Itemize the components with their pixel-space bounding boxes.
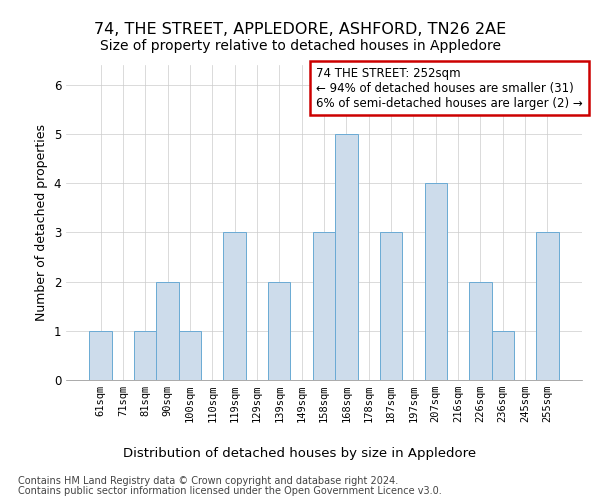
Bar	[425, 183, 447, 380]
Bar	[223, 232, 246, 380]
Bar	[134, 331, 157, 380]
Bar	[157, 282, 179, 380]
Text: 74, THE STREET, APPLEDORE, ASHFORD, TN26 2AE: 74, THE STREET, APPLEDORE, ASHFORD, TN26…	[94, 22, 506, 38]
Bar	[335, 134, 358, 380]
Bar	[469, 282, 491, 380]
Text: Contains public sector information licensed under the Open Government Licence v3: Contains public sector information licen…	[18, 486, 442, 496]
Bar	[179, 331, 201, 380]
Bar	[536, 232, 559, 380]
Bar	[380, 232, 402, 380]
Y-axis label: Number of detached properties: Number of detached properties	[35, 124, 48, 321]
Text: 74 THE STREET: 252sqm
← 94% of detached houses are smaller (31)
6% of semi-detac: 74 THE STREET: 252sqm ← 94% of detached …	[316, 66, 583, 110]
Bar	[89, 331, 112, 380]
Text: Contains HM Land Registry data © Crown copyright and database right 2024.: Contains HM Land Registry data © Crown c…	[18, 476, 398, 486]
Bar	[313, 232, 335, 380]
Text: Distribution of detached houses by size in Appledore: Distribution of detached houses by size …	[124, 448, 476, 460]
Bar	[268, 282, 290, 380]
Text: Size of property relative to detached houses in Appledore: Size of property relative to detached ho…	[100, 39, 500, 53]
Bar	[491, 331, 514, 380]
